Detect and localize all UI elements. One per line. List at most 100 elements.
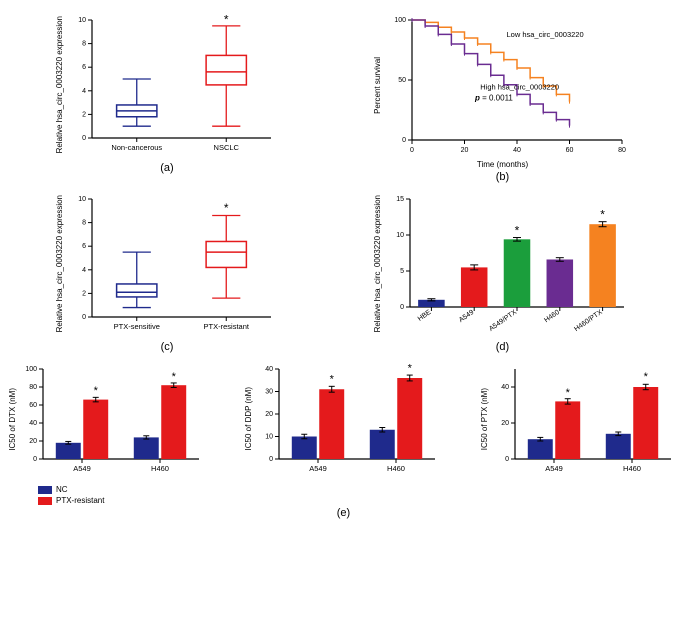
- svg-text:0: 0: [82, 314, 86, 321]
- panel-a-sublabel: (a): [160, 162, 173, 174]
- svg-text:A549: A549: [458, 309, 475, 324]
- chart-e3: 0 20 40 A549 H460 * *: [489, 359, 679, 479]
- svg-text:H460: H460: [387, 464, 405, 473]
- svg-text:20: 20: [265, 411, 273, 418]
- svg-text:A549: A549: [545, 464, 563, 473]
- svg-text:*: *: [515, 223, 520, 237]
- svg-text:0: 0: [505, 456, 509, 463]
- svg-text:2: 2: [82, 111, 86, 118]
- svg-text:HBE: HBE: [417, 309, 433, 323]
- svg-text:10: 10: [78, 17, 86, 24]
- legend-swatch-nc: [38, 486, 52, 494]
- svg-text:4: 4: [82, 267, 86, 274]
- chart-e2: 0 10 20 30 40 A549 H460 * *: [253, 359, 443, 479]
- svg-text:*: *: [566, 387, 571, 399]
- svg-text:40: 40: [501, 384, 509, 391]
- svg-text:2: 2: [82, 290, 86, 297]
- svg-text:H460: H460: [151, 464, 169, 473]
- svg-text:A549: A549: [309, 464, 327, 473]
- svg-text:20: 20: [501, 420, 509, 427]
- panel-e1: IC50 of DTX (nM) 0 20 40 60 80 100 A549 H460 * *: [8, 359, 207, 479]
- row-cd: Relative hsa_circ_0003220 expression 0 2 4…: [8, 189, 679, 353]
- chart-c: 0246810PTX-sensitivePTX-resistant*: [64, 189, 279, 339]
- panel-d-ylabel: Relative hsa_circ_0003220 expression: [373, 195, 382, 332]
- panel-e1-ylabel: IC50 of DTX (nM): [8, 388, 17, 451]
- panel-d-sublabel: (d): [496, 341, 509, 353]
- svg-text:15: 15: [396, 196, 404, 203]
- panel-c: Relative hsa_circ_0003220 expression 0 2 4…: [55, 189, 279, 353]
- svg-text:A549/PTX: A549/PTX: [488, 309, 518, 333]
- svg-text:10: 10: [78, 196, 86, 203]
- svg-text:0: 0: [82, 135, 86, 142]
- chart-e1: 0 20 40 60 80 100 A549 H460 * *: [17, 359, 207, 479]
- svg-text:PTX-resistant: PTX-resistant: [204, 322, 250, 331]
- svg-text:5: 5: [400, 268, 404, 275]
- svg-text:30: 30: [265, 389, 273, 396]
- svg-text:8: 8: [82, 41, 86, 48]
- svg-text:100: 100: [25, 366, 37, 373]
- svg-text:80: 80: [29, 384, 37, 391]
- svg-text:60: 60: [566, 147, 574, 154]
- panel-e3-ylabel: IC50 of PTX (nM): [480, 388, 489, 450]
- chart-b: 0 50 100 0 20 40 60 80 Low hsa_circ_0003220 High …: [382, 10, 632, 160]
- legend-swatch-ptx: [38, 497, 52, 505]
- svg-text:A549: A549: [73, 464, 91, 473]
- svg-text:0: 0: [400, 304, 404, 311]
- svg-text:40: 40: [513, 147, 521, 154]
- svg-text:10: 10: [265, 434, 273, 441]
- chart-a: 0246810Non-cancerousNSCLC*: [64, 10, 279, 160]
- chart-d: 0 5 10 15 HBE A549 A549/PTX H460 H460/PTX * *: [382, 189, 632, 339]
- svg-text:6: 6: [82, 243, 86, 250]
- svg-text:*: *: [330, 374, 335, 386]
- svg-text:High hsa_circ_0003220: High hsa_circ_0003220: [480, 83, 559, 92]
- svg-text:0: 0: [33, 456, 37, 463]
- panel-b-ylabel: Percent survival: [373, 57, 382, 114]
- panel-a: Relative hsa_circ_0003220 expression 0 2 4…: [55, 10, 279, 183]
- panel-e-sublabel: (e): [8, 507, 679, 519]
- panel-c-ylabel: Relative hsa_circ_0003220 expression: [55, 195, 64, 332]
- panel-a-ylabel: Relative hsa_circ_0003220 expression: [55, 16, 64, 153]
- svg-text:4: 4: [82, 88, 86, 95]
- svg-text:0: 0: [410, 147, 414, 154]
- svg-text:p = 0.0011: p = 0.0011: [474, 93, 513, 102]
- svg-text:40: 40: [265, 366, 273, 373]
- panel-e2: IC50 of DDP (nM) 0 10 20 30 40 A549 H460 * *: [244, 359, 443, 479]
- svg-text:H460: H460: [623, 464, 641, 473]
- panel-e3: IC50 of PTX (nM) 0 20 40 A549 H460 * *: [480, 359, 679, 479]
- legend-label-nc: NC: [56, 485, 68, 494]
- row-ab: Relative hsa_circ_0003220 expression 0 2 4…: [8, 10, 679, 183]
- legend-item-nc: NC: [38, 485, 679, 494]
- svg-text:*: *: [224, 13, 229, 27]
- svg-text:0: 0: [269, 456, 273, 463]
- panel-d: Relative hsa_circ_0003220 expression 0 5 1…: [373, 189, 632, 353]
- svg-text:*: *: [94, 385, 99, 397]
- svg-text:PTX-sensitive: PTX-sensitive: [114, 322, 160, 331]
- panel-e2-ylabel: IC50 of DDP (nM): [244, 387, 253, 450]
- svg-text:60: 60: [29, 402, 37, 409]
- svg-text:80: 80: [618, 147, 626, 154]
- svg-text:50: 50: [398, 77, 406, 84]
- svg-text:NSCLC: NSCLC: [214, 143, 240, 152]
- svg-text:*: *: [408, 362, 413, 374]
- panel-b: Percent survival 0 50 100 0 20 40 60 80 Low hsa_…: [373, 10, 632, 183]
- svg-text:*: *: [224, 201, 229, 215]
- svg-text:20: 20: [29, 438, 37, 445]
- svg-text:20: 20: [461, 147, 469, 154]
- svg-text:H460: H460: [543, 309, 561, 324]
- svg-text:Low hsa_circ_0003220: Low hsa_circ_0003220: [507, 30, 584, 39]
- svg-text:100: 100: [394, 17, 406, 24]
- svg-text:*: *: [600, 207, 605, 221]
- panel-b-sublabel: (b): [496, 171, 509, 183]
- svg-text:*: *: [172, 371, 177, 383]
- panel-c-sublabel: (c): [161, 341, 174, 353]
- svg-text:40: 40: [29, 420, 37, 427]
- panel-b-xlabel: Time (months): [477, 160, 528, 169]
- row-e: IC50 of DTX (nM) 020406080100A549H460** …: [8, 359, 679, 479]
- svg-text:*: *: [644, 371, 649, 383]
- svg-text:10: 10: [396, 232, 404, 239]
- svg-text:0: 0: [402, 137, 406, 144]
- svg-text:Non-cancerous: Non-cancerous: [111, 143, 162, 152]
- svg-text:H460/PTX: H460/PTX: [573, 309, 604, 333]
- panel-e-legend: NC PTX-resistant: [38, 485, 679, 505]
- figure: Relative hsa_circ_0003220 expression 0 2 4…: [0, 0, 687, 529]
